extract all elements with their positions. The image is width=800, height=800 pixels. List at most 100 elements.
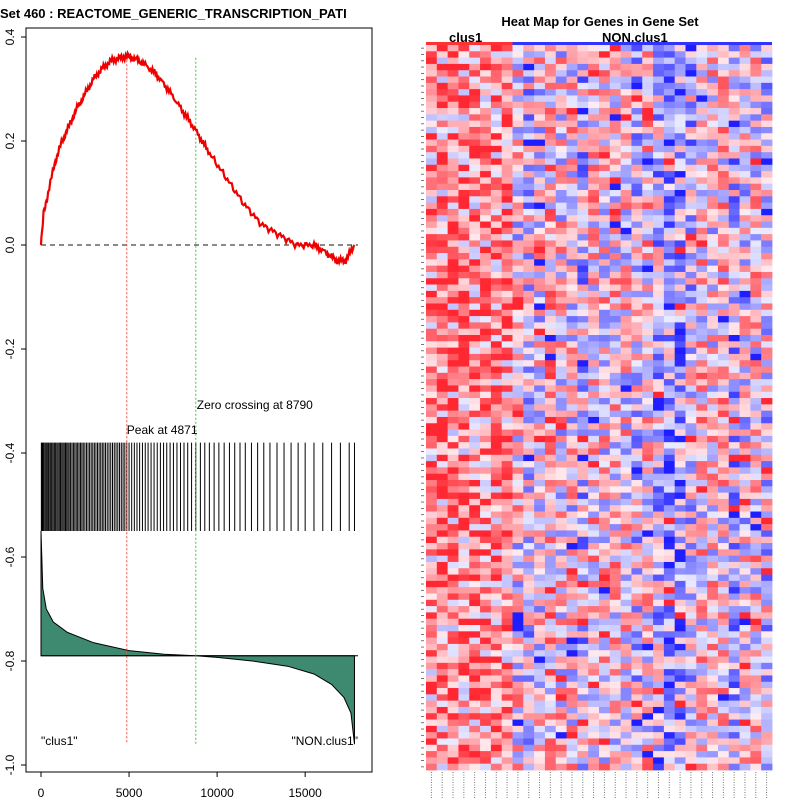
heatmap-cell <box>717 530 730 538</box>
heatmap-cell <box>696 95 708 103</box>
heatmap-cell <box>501 423 513 430</box>
heatmap-cell <box>512 574 524 582</box>
heatmap-cell <box>577 725 589 733</box>
heatmap-cell <box>555 555 567 563</box>
heatmap-cell <box>696 360 708 367</box>
heatmap-cell <box>631 259 643 267</box>
heatmap-cell <box>717 120 730 128</box>
heatmap-cell <box>707 120 719 128</box>
heatmap-cell <box>512 51 524 58</box>
heatmap-cell <box>426 366 438 374</box>
heatmap-cell <box>674 101 686 109</box>
heatmap-cell <box>642 385 654 393</box>
heatmap-cell <box>534 473 546 481</box>
heatmap-cell <box>631 284 643 292</box>
heatmap-cell <box>620 404 632 412</box>
heatmap-cell <box>739 492 751 500</box>
heatmap-cell <box>642 442 654 449</box>
heatmap-cell <box>728 606 740 613</box>
heatmap-cell <box>534 221 546 229</box>
heatmap-cell <box>696 246 708 254</box>
heatmap-cell <box>555 763 567 771</box>
heatmap-cell <box>717 536 730 544</box>
heatmap-cell <box>577 227 589 235</box>
heatmap-cell <box>599 366 611 374</box>
heatmap-cell <box>674 700 686 708</box>
heatmap-cell <box>501 568 513 575</box>
group-label-left: "clus1" <box>41 734 78 748</box>
heatmap-cell <box>728 372 740 380</box>
heatmap-cell <box>426 618 438 626</box>
heatmap-cell <box>577 435 589 443</box>
heatmap-cell <box>426 259 438 267</box>
heatmap-cell <box>685 505 697 512</box>
group-label-right: "NON.clus1" <box>291 734 358 748</box>
heatmap-cell <box>609 253 622 260</box>
heatmap-cell <box>728 335 740 342</box>
heatmap-cell <box>426 126 438 134</box>
heatmap-cell <box>436 612 449 620</box>
heatmap-cell <box>577 108 589 115</box>
heatmap-cell <box>663 265 676 273</box>
heatmap-cell <box>685 391 697 399</box>
heatmap-cell <box>436 561 449 569</box>
heatmap-cell <box>566 725 578 733</box>
heatmap-cell <box>447 303 459 311</box>
heatmap-cell <box>761 133 773 140</box>
heatmap-cell <box>458 669 470 676</box>
heatmap-cell <box>631 114 643 122</box>
heatmap-cell <box>739 669 751 676</box>
heatmap-cell <box>631 372 643 380</box>
heatmap-cell <box>577 271 589 279</box>
heatmap-cell <box>501 240 513 248</box>
heatmap-cell <box>620 706 632 714</box>
heatmap-cell <box>447 70 459 77</box>
heatmap-cell <box>490 227 503 235</box>
heatmap-cell <box>426 398 438 405</box>
heatmap-cell <box>750 694 762 702</box>
heatmap-cell <box>458 505 470 512</box>
heatmap-cell <box>426 555 438 563</box>
heatmap-cell <box>674 675 686 683</box>
heatmap-cell <box>653 202 665 210</box>
heatmap-cell <box>534 744 546 752</box>
heatmap-cell <box>739 549 751 557</box>
heatmap-cell <box>620 341 632 348</box>
heatmap-cell <box>761 51 773 58</box>
heatmap-cell <box>631 593 643 601</box>
heatmap-cell <box>631 650 643 657</box>
heatmap-cell <box>717 108 730 115</box>
heatmap-cell <box>685 89 697 96</box>
heatmap-cell <box>566 89 578 96</box>
heatmap-cell <box>728 246 740 254</box>
heatmap-cell <box>707 593 719 601</box>
heatmap-cell <box>599 126 611 134</box>
heatmap-cell <box>761 725 773 733</box>
heatmap-cell <box>426 713 438 720</box>
heatmap-cell <box>696 511 708 519</box>
heatmap-cell <box>761 744 773 752</box>
heatmap-cell <box>739 89 751 96</box>
heatmap-cell <box>523 410 535 418</box>
heatmap-cell <box>512 303 524 311</box>
heatmap-cell <box>599 57 611 65</box>
heatmap-cell <box>739 480 751 487</box>
heatmap-cell <box>501 467 513 475</box>
heatmap-cell <box>685 271 697 279</box>
heatmap-cell <box>512 543 524 550</box>
heatmap-cell <box>739 719 751 727</box>
heatmap-cell <box>728 612 740 620</box>
heatmap-cell <box>501 650 513 657</box>
heatmap-cell <box>458 385 470 393</box>
heatmap-cell <box>566 700 578 708</box>
heatmap-cell <box>631 145 643 153</box>
heatmap-cell <box>717 171 730 178</box>
heatmap-cell <box>555 227 567 235</box>
heatmap-cell <box>761 57 773 65</box>
heatmap-cell <box>620 700 632 708</box>
heatmap-cell <box>653 63 665 71</box>
heatmap-cell <box>609 360 622 367</box>
heatmap-cell <box>523 593 535 601</box>
heatmap-cell <box>523 530 535 538</box>
heatmap-cell <box>555 290 567 298</box>
